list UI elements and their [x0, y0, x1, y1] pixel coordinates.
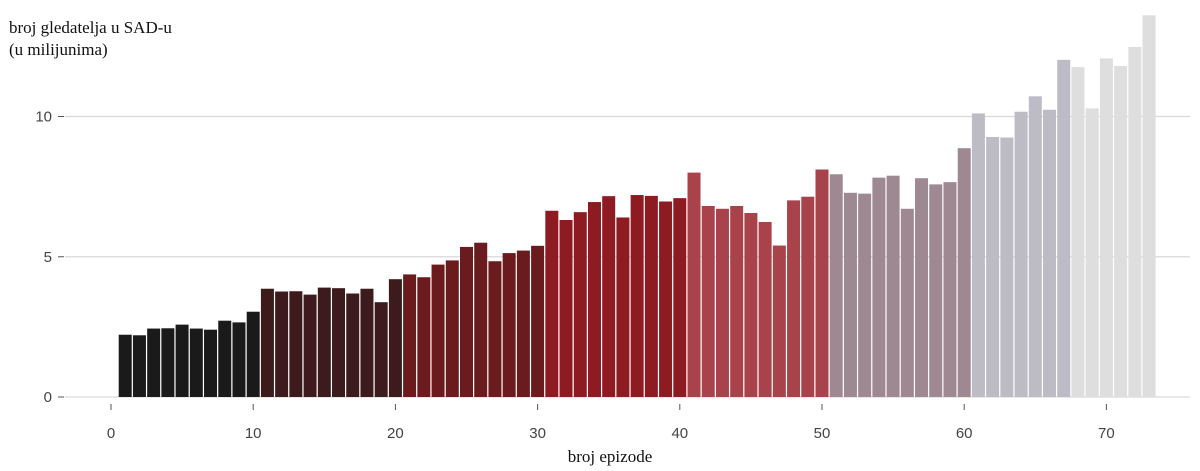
bar-episode-14 — [303, 294, 317, 397]
bar-episode-65 — [1028, 96, 1042, 398]
bar-episode-68 — [1071, 67, 1085, 397]
y-tick-label-0: 0 — [44, 389, 52, 406]
bar-episode-27 — [488, 261, 502, 397]
bar-episode-63 — [1000, 137, 1014, 398]
bar-episode-44 — [730, 205, 744, 397]
bar-episode-56 — [900, 208, 914, 397]
bar-episode-8 — [218, 320, 232, 397]
bar-episode-32 — [559, 220, 573, 397]
bar-episode-4 — [161, 328, 175, 397]
bar-episode-60 — [957, 148, 971, 397]
bar-episode-12 — [275, 291, 289, 397]
bar-episode-17 — [346, 293, 360, 397]
bar-episode-58 — [929, 184, 943, 397]
bar-episode-41 — [687, 172, 701, 397]
bar-episode-71 — [1114, 66, 1128, 397]
bar-episode-48 — [787, 200, 801, 397]
bar-episode-22 — [417, 277, 431, 397]
bar-episode-21 — [403, 274, 417, 397]
y-tick-label-10: 10 — [35, 109, 52, 126]
bar-episode-64 — [1014, 111, 1028, 397]
bar-episode-11 — [260, 288, 274, 397]
bar-episode-33 — [573, 212, 587, 397]
bar-episode-34 — [587, 202, 601, 397]
bar-episode-69 — [1085, 108, 1099, 398]
bar-episode-67 — [1057, 59, 1071, 398]
bar-episode-2 — [132, 335, 146, 397]
bar-episode-39 — [659, 201, 673, 397]
bar-episode-70 — [1099, 58, 1113, 397]
y-axis-title-line-2: (u milijunima) — [9, 40, 108, 59]
bar-episode-36 — [616, 217, 630, 397]
x-tick-label-10: 10 — [245, 425, 262, 442]
bars — [118, 15, 1156, 398]
bar-episode-10 — [246, 311, 260, 397]
bar-episode-28 — [502, 253, 516, 397]
bar-episode-37 — [630, 195, 644, 397]
bar-episode-52 — [843, 192, 857, 397]
bar-episode-9 — [232, 322, 246, 397]
bar-episode-46 — [758, 221, 772, 397]
bar-episode-6 — [189, 328, 203, 397]
bar-episode-53 — [858, 193, 872, 397]
bar-episode-30 — [531, 245, 545, 397]
bar-episode-59 — [943, 182, 957, 397]
bar-episode-43 — [715, 208, 729, 397]
bar-episode-5 — [175, 324, 189, 397]
bar-episode-29 — [516, 250, 530, 397]
bar-episode-38 — [644, 195, 658, 397]
bar-episode-51 — [829, 174, 843, 397]
y-axis-ticks: 0 5 10 — [35, 109, 64, 406]
x-tick-label-60: 60 — [956, 425, 973, 442]
bar-episode-20 — [388, 279, 402, 397]
bar-episode-16 — [332, 288, 346, 397]
x-tick-label-40: 40 — [671, 425, 688, 442]
x-axis-ticks: 0 10 20 30 40 50 60 70 — [107, 404, 1115, 442]
bar-episode-47 — [772, 245, 786, 397]
bar-episode-57 — [915, 178, 929, 397]
x-tick-label-20: 20 — [387, 425, 404, 442]
bar-episode-54 — [872, 177, 886, 397]
bar-episode-72 — [1128, 46, 1142, 397]
y-axis-title-line-1: broj gledatelja u SAD-u — [9, 18, 172, 37]
x-tick-label-30: 30 — [529, 425, 546, 442]
bar-episode-15 — [317, 287, 331, 397]
bar-episode-49 — [801, 196, 815, 397]
bar-episode-73 — [1142, 15, 1156, 398]
bar-episode-23 — [431, 264, 445, 397]
bar-episode-61 — [971, 113, 985, 397]
bar-episode-31 — [545, 210, 559, 397]
bar-episode-13 — [289, 291, 303, 397]
bar-episode-19 — [374, 302, 388, 397]
y-tick-label-5: 5 — [44, 249, 52, 266]
bar-episode-25 — [460, 246, 473, 397]
bar-episode-35 — [602, 196, 616, 397]
bar-episode-40 — [673, 198, 687, 397]
x-axis-title: broj epizode — [568, 447, 653, 466]
x-tick-label-50: 50 — [814, 425, 831, 442]
bar-episode-62 — [986, 136, 1000, 398]
bar-episode-55 — [886, 175, 900, 397]
x-tick-label-70: 70 — [1098, 425, 1115, 442]
x-tick-label-0: 0 — [107, 425, 115, 442]
bar-episode-26 — [474, 242, 488, 397]
bar-episode-24 — [445, 260, 459, 397]
bar-episode-42 — [701, 205, 715, 397]
bar-episode-45 — [744, 212, 758, 397]
bar-episode-18 — [360, 288, 374, 397]
bar-episode-66 — [1043, 109, 1057, 398]
bar-episode-50 — [815, 169, 829, 397]
bar-episode-1 — [118, 334, 132, 397]
bar-episode-3 — [147, 328, 161, 397]
bar-episode-7 — [204, 329, 218, 397]
